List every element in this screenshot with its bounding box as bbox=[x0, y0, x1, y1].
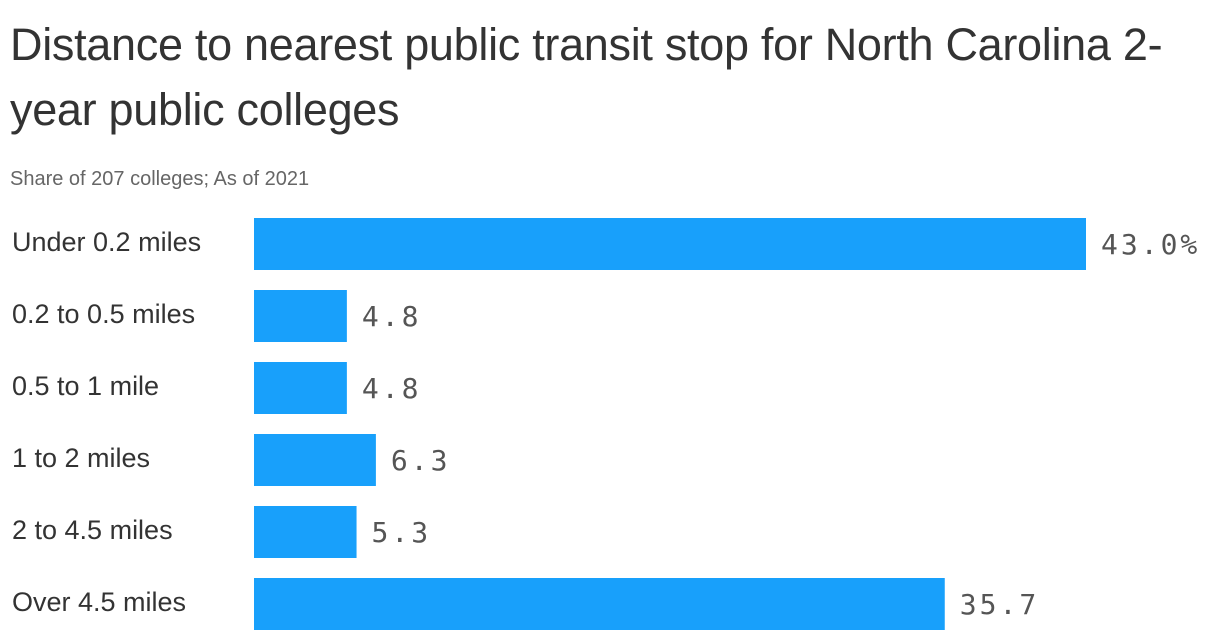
value-label: 43.0% bbox=[1101, 228, 1200, 261]
category-label: Over 4.5 miles bbox=[12, 587, 186, 617]
value-label: 5.3 bbox=[372, 516, 432, 549]
value-label: 4.8 bbox=[362, 300, 422, 333]
category-label: Under 0.2 miles bbox=[12, 227, 201, 257]
bar bbox=[254, 506, 357, 558]
value-label: 4.8 bbox=[362, 372, 422, 405]
bar bbox=[254, 578, 945, 630]
bar bbox=[254, 290, 347, 342]
value-label: 35.7 bbox=[960, 588, 1039, 621]
category-label: 1 to 2 miles bbox=[12, 443, 150, 473]
category-label: 0.2 to 0.5 miles bbox=[12, 299, 195, 329]
chart-title: Distance to nearest public transit stop … bbox=[10, 19, 1163, 135]
chart-subtitle: Share of 207 colleges; As of 2021 bbox=[10, 168, 310, 190]
category-label: 2 to 4.5 miles bbox=[12, 515, 173, 545]
bar bbox=[254, 218, 1086, 270]
value-label: 6.3 bbox=[391, 444, 451, 477]
category-label: 0.5 to 1 mile bbox=[12, 371, 159, 401]
bar bbox=[254, 434, 376, 486]
bar bbox=[254, 362, 347, 414]
